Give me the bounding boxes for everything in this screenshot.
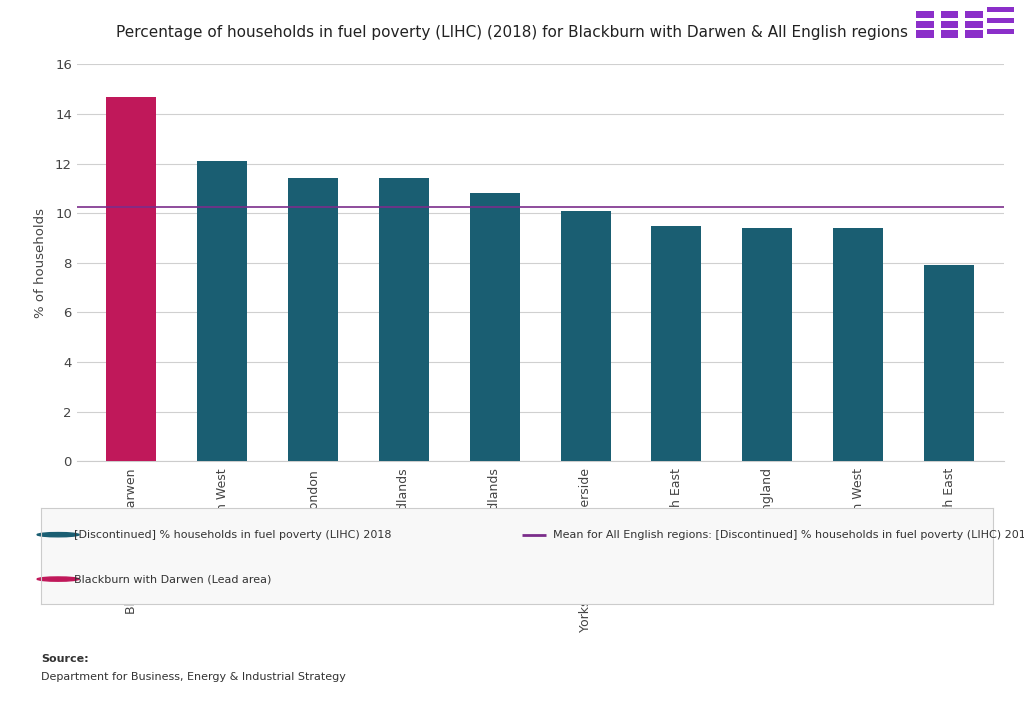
Bar bbox=[106, 97, 157, 461]
FancyBboxPatch shape bbox=[965, 31, 983, 37]
Circle shape bbox=[37, 577, 79, 581]
FancyBboxPatch shape bbox=[965, 21, 983, 28]
FancyBboxPatch shape bbox=[916, 31, 934, 37]
FancyBboxPatch shape bbox=[986, 7, 1014, 12]
FancyBboxPatch shape bbox=[941, 21, 958, 28]
Bar bbox=[924, 265, 974, 461]
Text: Mean for All English regions: [Discontinued] % households in fuel poverty (LIHC): Mean for All English regions: [Discontin… bbox=[553, 530, 1024, 540]
FancyBboxPatch shape bbox=[916, 21, 934, 28]
Bar bbox=[651, 225, 701, 461]
Text: Source:: Source: bbox=[41, 654, 89, 664]
FancyBboxPatch shape bbox=[941, 11, 958, 18]
Bar bbox=[198, 161, 247, 461]
Text: [Discontinued] % households in fuel poverty (LIHC) 2018: [Discontinued] % households in fuel pove… bbox=[75, 530, 392, 540]
Text: Blackburn with Darwen (Lead area): Blackburn with Darwen (Lead area) bbox=[75, 574, 271, 584]
FancyBboxPatch shape bbox=[965, 11, 983, 18]
Text: Department for Business, Energy & Industrial Strategy: Department for Business, Energy & Indust… bbox=[41, 672, 346, 682]
FancyBboxPatch shape bbox=[916, 11, 934, 18]
Text: Percentage of households in fuel poverty (LIHC) (2018) for Blackburn with Darwen: Percentage of households in fuel poverty… bbox=[116, 25, 908, 40]
FancyBboxPatch shape bbox=[986, 18, 1014, 23]
Bar bbox=[834, 228, 883, 461]
Bar bbox=[470, 193, 520, 461]
Y-axis label: % of households: % of households bbox=[34, 208, 47, 317]
Bar bbox=[742, 228, 793, 461]
Bar bbox=[560, 211, 610, 461]
Bar bbox=[379, 179, 429, 461]
FancyBboxPatch shape bbox=[941, 31, 958, 37]
FancyBboxPatch shape bbox=[986, 29, 1014, 34]
Bar bbox=[288, 179, 338, 461]
Circle shape bbox=[37, 533, 79, 537]
